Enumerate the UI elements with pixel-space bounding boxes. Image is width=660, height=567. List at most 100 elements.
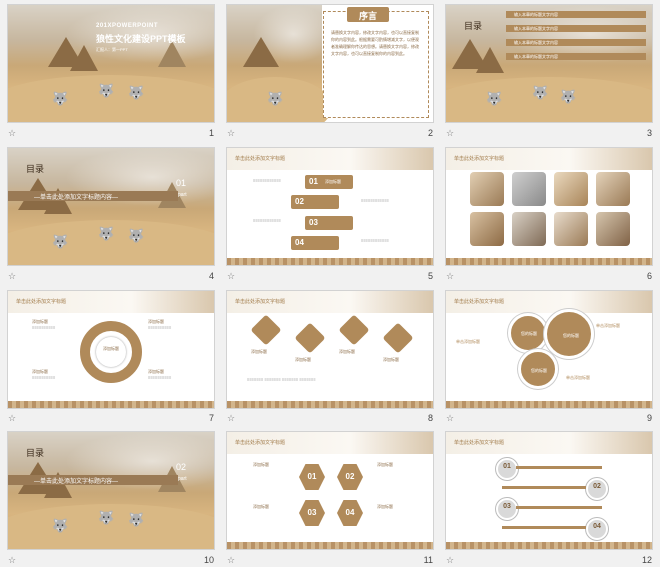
preface-heading-badge bbox=[347, 7, 389, 22]
number-badge bbox=[496, 498, 518, 520]
star-icon[interactable]: ☆ bbox=[446, 555, 455, 565]
number-badge-text: 03 bbox=[503, 503, 511, 510]
star-icon[interactable]: ☆ bbox=[8, 128, 17, 138]
wolf-icon: 🐺 bbox=[128, 512, 145, 527]
feature-label: 单击添加标题 bbox=[566, 375, 590, 380]
hexagon-label: 添加标题 bbox=[377, 462, 393, 467]
step-block bbox=[291, 236, 339, 250]
diamond-label: 添加标题 bbox=[251, 349, 267, 354]
slide-thumbnail-4[interactable]: 🐺 🐺 🐺 目录 —单击此处添加文字标题内容— 01 part bbox=[8, 148, 214, 265]
step-label: 添加标题 bbox=[325, 179, 341, 184]
slide-thumbnail-10[interactable]: 🐺 🐺 🐺 目录 —单击此处添加文字标题内容— 02 part bbox=[8, 432, 214, 549]
slide-thumbnail-8[interactable]: 单击此处添加文字标题 添加标题 添加标题 添加标题 添加标题 ≡≡≡≡≡≡≡ ≡… bbox=[227, 291, 433, 408]
slide-thumbnail-7[interactable]: 单击此处添加文字标题 添加标题 添加标题 添加标题 添加标题 添加标题 ≡≡≡≡… bbox=[8, 291, 214, 408]
slide-thumbnail-1[interactable]: 🐺 🐺 🐺 201XPOWERPOINT 狼性文化建设PPT模板 汇报人：第一P… bbox=[8, 5, 214, 122]
toc-item[interactable]: 输入本章的标题文字内容 bbox=[506, 53, 646, 60]
diamond-shape bbox=[338, 314, 370, 346]
star-icon[interactable]: ☆ bbox=[446, 128, 455, 138]
number-badge-text: 04 bbox=[593, 523, 601, 530]
wolf-icon: 🐺 bbox=[532, 85, 549, 100]
toc-item[interactable]: 输入本章的标题文字内容 bbox=[506, 39, 646, 46]
desert-background: 🐺 bbox=[227, 5, 332, 122]
hexagon-number: 04 bbox=[345, 508, 355, 517]
section-number: 01 bbox=[176, 178, 187, 188]
diamond-shape bbox=[250, 314, 282, 346]
slide-header: 单击此处添加文字标题 bbox=[454, 156, 505, 162]
star-icon[interactable]: ☆ bbox=[227, 555, 236, 565]
star-icon[interactable]: ☆ bbox=[227, 413, 236, 423]
wolf-icon: 🐺 bbox=[128, 85, 145, 100]
step-block bbox=[305, 216, 353, 230]
section-part-label: part bbox=[178, 192, 187, 198]
star-icon[interactable]: ☆ bbox=[8, 555, 17, 565]
section-part-label: part bbox=[178, 476, 187, 482]
star-icon[interactable]: ☆ bbox=[8, 271, 17, 281]
slide-header: 单击此处添加文字标题 bbox=[454, 440, 505, 446]
step-number: 04 bbox=[295, 238, 304, 247]
slide-thumbnail-9[interactable]: 单击此处添加文字标题 您的标题 您的标题 您的标题 单击添加标题 单击添加标题 … bbox=[446, 291, 652, 408]
toc-heading: 目录 bbox=[26, 164, 45, 174]
feature-circle bbox=[544, 309, 594, 359]
preface-body: 请替换文字内容，修改文字内容，也可以直接复制你的内容到此。根据需要可酌情增减文字… bbox=[331, 30, 419, 56]
slide-header: 单击此处添加文字标题 bbox=[235, 299, 286, 305]
slide-number: 6 bbox=[646, 271, 652, 281]
slide-thumbnail-2[interactable]: 🐺 序言 请替换文字内容，修改文字内容，也可以直接复制你的内容到此。根据需要可酌… bbox=[227, 5, 433, 122]
slide-number: 5 bbox=[427, 271, 433, 281]
section-banner bbox=[8, 191, 178, 201]
photo-tile bbox=[470, 172, 504, 206]
slide-thumbnail-6[interactable]: 单击此处添加文字标题 bbox=[446, 148, 652, 265]
hexagon-number: 01 bbox=[307, 472, 317, 481]
wolf-icon: 🐺 bbox=[267, 91, 284, 106]
slide-subtitle: 201XPOWERPOINT bbox=[96, 23, 159, 29]
feature-circle-label: 您的标题 bbox=[521, 331, 537, 336]
hexagon-label: 添加标题 bbox=[377, 504, 393, 509]
wolf-icon: 🐺 bbox=[98, 83, 115, 98]
slide-thumbnail-11[interactable]: 单击此处添加文字标题 01 02 03 04 添加标题 添加标题 添加标题 添加… bbox=[227, 432, 433, 549]
slide-number: 9 bbox=[646, 413, 652, 423]
toc-item[interactable]: 输入本章的标题文字内容 bbox=[506, 11, 646, 18]
diamond-label: 添加标题 bbox=[295, 357, 311, 362]
wolf-icon: 🐺 bbox=[98, 510, 115, 525]
cycle-center-label: 添加标题 bbox=[103, 346, 119, 351]
slide-title: 狼性文化建设PPT模板 bbox=[96, 34, 186, 44]
slide-number: 7 bbox=[208, 413, 214, 423]
photo-tile bbox=[554, 212, 588, 246]
slide-number: 8 bbox=[427, 413, 433, 423]
star-icon[interactable]: ☆ bbox=[8, 413, 17, 423]
slide-header: 单击此处添加文字标题 bbox=[16, 299, 67, 305]
slide-number: 4 bbox=[208, 271, 214, 281]
hexagon-shape bbox=[299, 500, 325, 526]
star-icon[interactable]: ☆ bbox=[446, 271, 455, 281]
number-badge bbox=[586, 518, 608, 540]
step-number: 01 bbox=[309, 177, 318, 186]
star-icon[interactable]: ☆ bbox=[227, 128, 236, 138]
step-number: 03 bbox=[309, 218, 318, 227]
feature-label: 单击添加标题 bbox=[596, 323, 620, 328]
photo-tile bbox=[596, 172, 630, 206]
diamond-shape bbox=[294, 322, 326, 354]
section-banner bbox=[8, 475, 178, 485]
star-icon[interactable]: ☆ bbox=[446, 413, 455, 423]
feature-circle bbox=[518, 349, 558, 389]
preface-heading: 序言 bbox=[358, 11, 377, 21]
slide-number: 1 bbox=[208, 128, 214, 138]
section-number: 02 bbox=[176, 462, 187, 472]
photo-grid bbox=[470, 172, 630, 246]
feature-circle-label: 您的标题 bbox=[531, 368, 547, 373]
cycle-label: 添加标题 bbox=[148, 319, 164, 324]
cycle-ring bbox=[80, 321, 142, 383]
star-icon[interactable]: ☆ bbox=[227, 271, 236, 281]
hexagon-shape bbox=[337, 500, 363, 526]
slide-thumbnail-12[interactable]: 单击此处添加文字标题 01 02 03 04 bbox=[446, 432, 652, 549]
slide-thumbnail-3[interactable]: 🐺 🐺 🐺 目录 输入本章的标题文字内容 输入本章的标题文字内容 输入本章的标题… bbox=[446, 5, 652, 122]
wolf-icon: 🐺 bbox=[52, 91, 69, 106]
preface-box bbox=[323, 11, 429, 118]
slide-number: 10 bbox=[203, 555, 214, 565]
hexagon-label: 添加标题 bbox=[253, 504, 269, 509]
hexagon-shape bbox=[337, 464, 363, 490]
desert-background: 🐺 🐺 🐺 bbox=[446, 5, 652, 122]
slide-number: 2 bbox=[427, 128, 433, 138]
wolf-icon: 🐺 bbox=[128, 228, 145, 243]
toc-item[interactable]: 输入本章的标题文字内容 bbox=[506, 25, 646, 32]
slide-thumbnail-5[interactable]: 单击此处添加文字标题 01 02 03 04 添加标题 ≡≡≡≡≡≡≡≡≡≡≡≡… bbox=[227, 148, 433, 265]
